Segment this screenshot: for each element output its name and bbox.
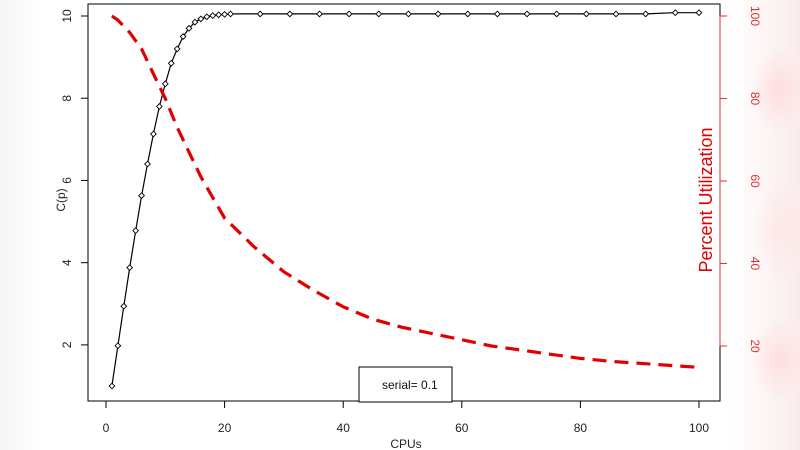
speedup-point-10 [167,59,175,67]
speedup-point-31 [553,10,561,18]
speedup-point-24 [345,10,353,18]
x-tick-label-2: 40 [337,421,351,435]
series-speedup-line [111,12,699,387]
speedup-point-28 [464,10,472,18]
y-axis-left: 2 4 6 8 10 [60,9,88,348]
speedup-point-21 [256,10,264,18]
speedup-point-18 [215,11,223,19]
speedup-point-0 [108,382,116,390]
y-tick-label-0: 2 [60,341,74,348]
speedup-point-1 [114,342,122,350]
speedup-point-19 [221,10,229,18]
speedup-point-32 [582,10,590,18]
speedup-point-11 [173,45,181,53]
left-background-panel [0,0,42,450]
legend: serial= 0.1 [358,366,453,403]
speedup-point-17 [209,12,217,20]
speedup-point-22 [286,10,294,18]
legend-text: serial= 0.1 [382,378,438,392]
plot-frame [87,3,721,402]
speedup-point-9 [161,80,169,88]
series-utilization-line [110,14,700,369]
speedup-point-20 [227,10,234,18]
speedup-point-27 [434,10,442,18]
y-axis-label: C(p) [54,188,68,211]
y2-tick-label-4: 100 [748,6,762,26]
speedup-point-4 [132,227,140,235]
speedup-point-2 [120,302,128,310]
y2-tick-label-3: 80 [748,92,762,106]
speedup-point-16 [203,13,211,21]
speedup-point-36 [695,9,703,17]
x-tick-label-1: 20 [218,421,232,435]
speedup-point-33 [612,10,620,18]
speedup-point-35 [671,9,679,17]
speedup-point-3 [126,264,134,272]
y-tick-label-1: 4 [60,259,74,266]
y2-tick-label-0: 20 [748,339,762,353]
speedup-point-23 [316,10,323,18]
x-axis-label: CPUs [390,437,421,450]
speedup-point-12 [179,33,187,40]
y-tick-label-4: 10 [60,9,74,23]
speedup-point-6 [144,160,151,168]
y-tick-label-2: 6 [60,177,74,184]
x-axis: 0 20 40 60 80 100 [103,401,709,435]
x-tick-label-4: 80 [574,421,588,435]
speedup-point-5 [138,192,146,200]
speedup-point-25 [375,10,383,18]
speedup-point-13 [185,24,193,32]
right-background-panel [728,0,800,450]
speedup-point-15 [197,15,205,23]
y-tick-label-3: 8 [60,95,74,102]
x-tick-label-5: 100 [689,421,709,435]
series-layer [108,9,703,390]
speedup-point-14 [191,18,199,26]
y2-tick-label-1: 40 [748,257,762,271]
y2-tick-label-2: 60 [748,174,762,188]
speedup-point-30 [523,10,531,18]
speedup-point-8 [155,103,163,110]
speedup-point-29 [493,10,501,18]
speedup-point-26 [404,10,412,18]
speedup-point-7 [150,130,157,138]
legend-box [358,366,453,403]
y-axis-right: 20 40 60 80 100 [719,6,762,353]
x-tick-label-0: 0 [103,421,110,435]
x-tick-label-3: 60 [455,421,469,435]
speedup-point-34 [642,10,650,18]
plot-border [87,3,721,402]
y2-axis-label: Percent Utilization [696,127,716,272]
